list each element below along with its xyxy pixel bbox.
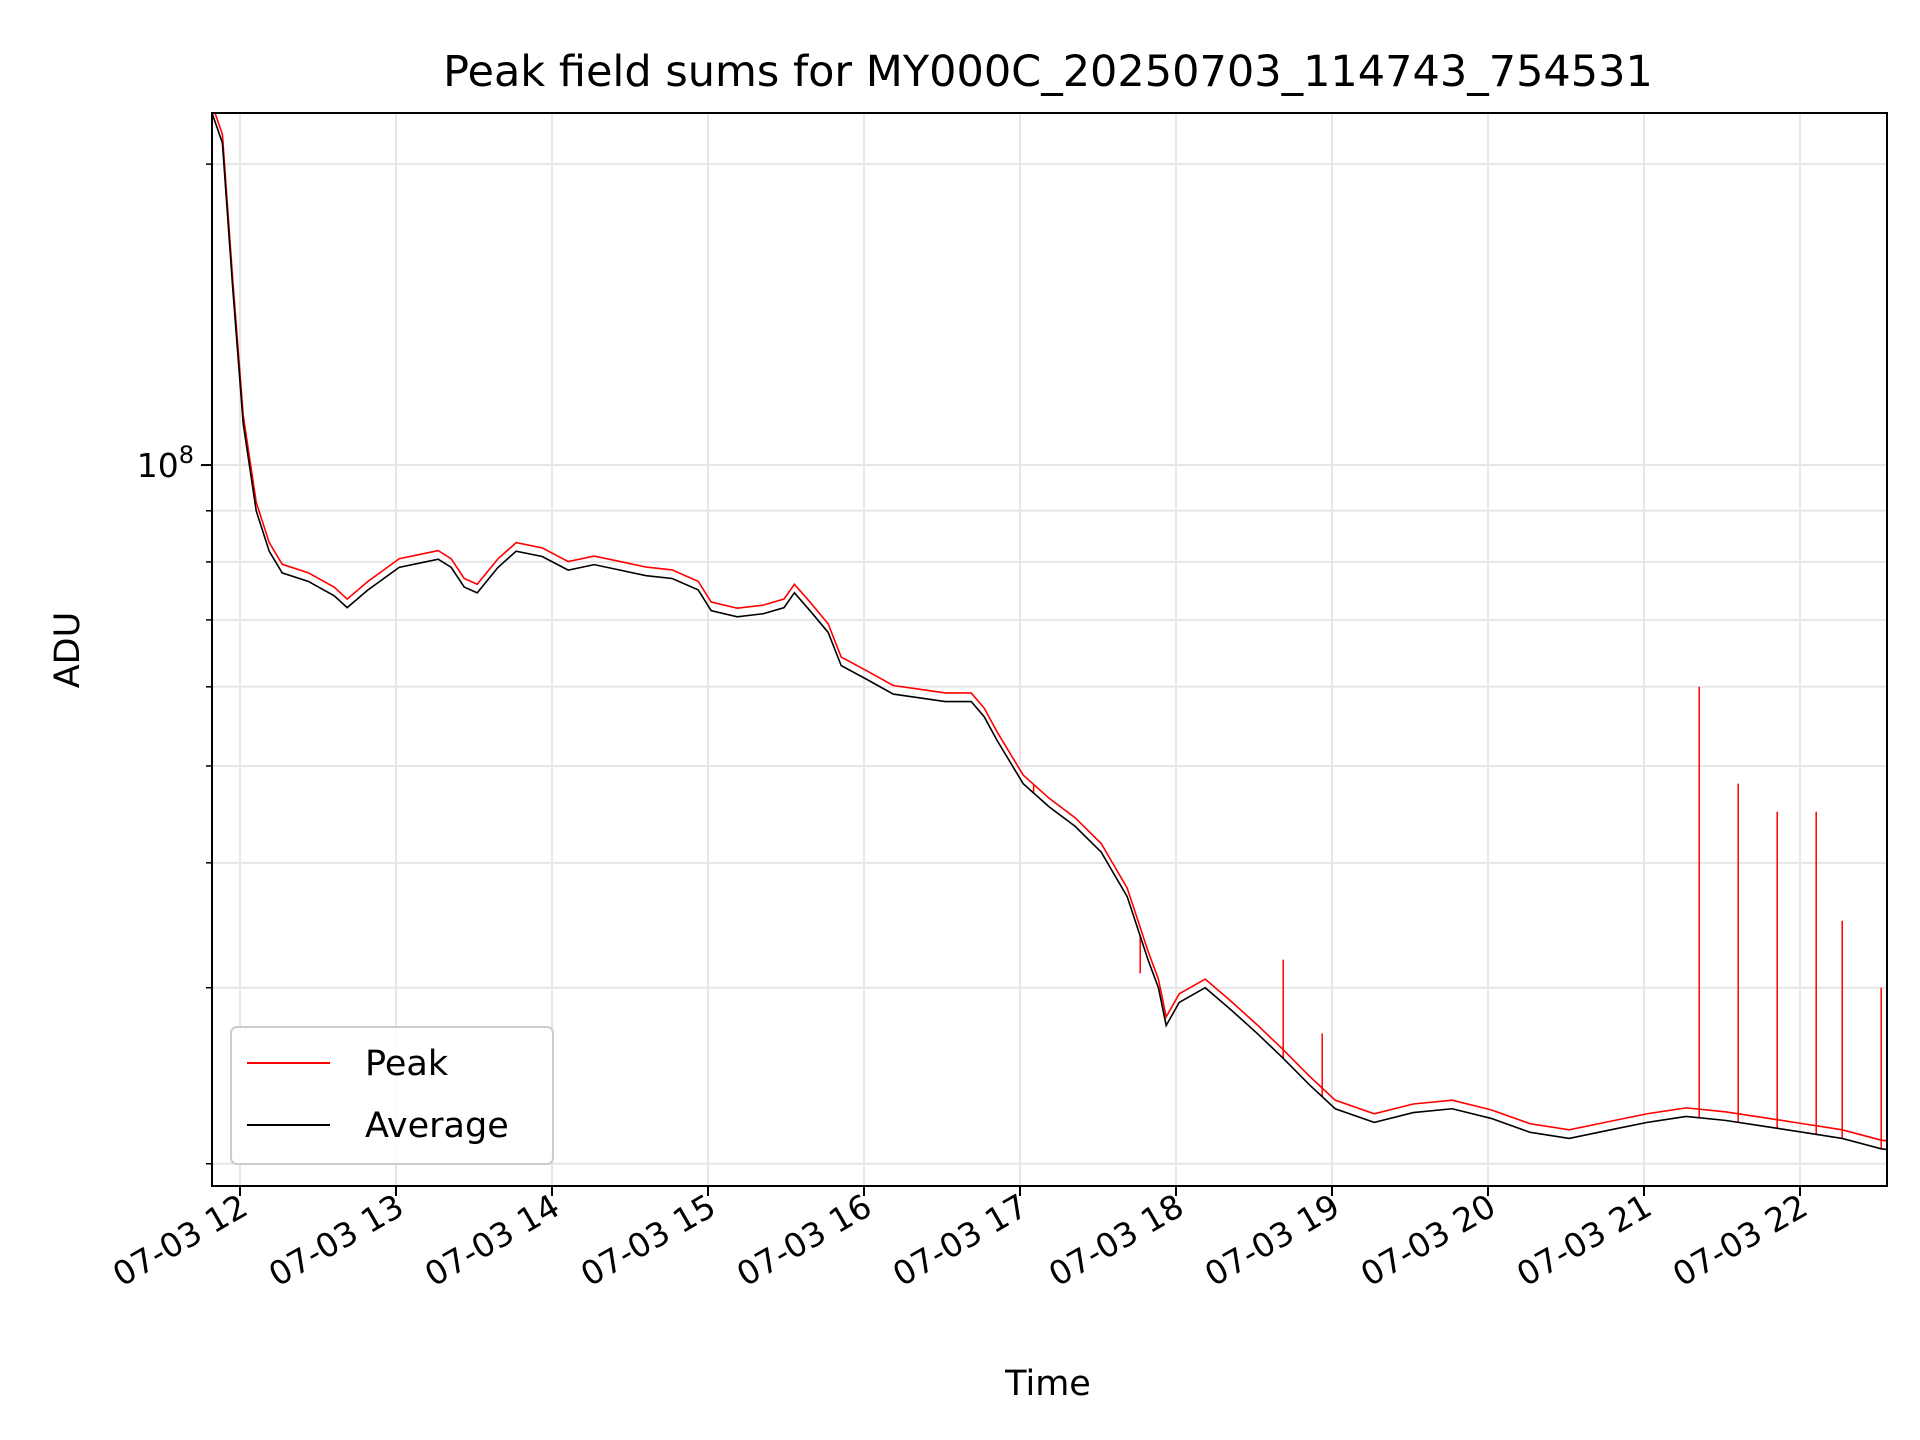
series-average-line xyxy=(212,113,1887,1151)
x-axis-label: Time xyxy=(1004,1364,1091,1404)
legend-label-average: Average xyxy=(365,1106,509,1146)
legend-label-peak: Peak xyxy=(365,1044,449,1084)
series-peak-line xyxy=(214,113,1887,1142)
grid xyxy=(212,113,1887,1186)
y-tick-label: 108 xyxy=(137,441,194,485)
y-axis-label: ADU xyxy=(48,612,88,689)
plot-frame xyxy=(211,112,1888,1187)
series-average xyxy=(212,113,1887,1151)
y-axis: 108 xyxy=(137,163,212,1165)
legend: Peak Average xyxy=(230,1026,554,1165)
legend-box xyxy=(230,1026,554,1165)
chart-title: Peak field sums for MY000C_20250703_1147… xyxy=(443,47,1653,97)
series-layer xyxy=(212,113,1887,1151)
series-peak xyxy=(214,113,1887,1149)
